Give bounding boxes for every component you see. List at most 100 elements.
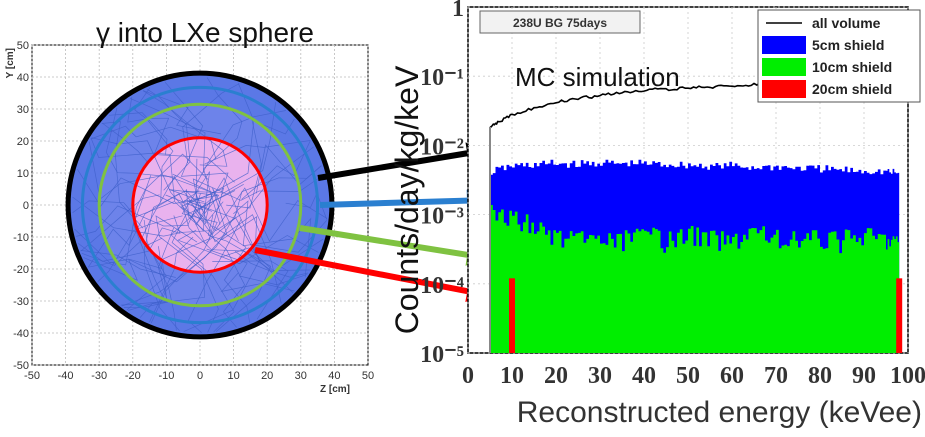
left-x-tick-label: -30: [91, 370, 107, 382]
gamma-track: [127, 187, 225, 311]
legend-swatch: [762, 58, 806, 76]
right-x-tick-label: 70: [764, 363, 788, 389]
left-y-tick-label: 30: [17, 104, 29, 116]
right-x-tick-label: 30: [588, 363, 612, 389]
left-y-tick-label: -40: [13, 328, 29, 340]
left-x-tick-label: 20: [261, 370, 273, 382]
gamma-track: [127, 97, 235, 183]
left-y-tick-label: -10: [13, 232, 29, 244]
left-y-tick-label: -20: [13, 264, 29, 276]
left-y-tick-label: 40: [17, 72, 29, 84]
gamma-track: [90, 125, 217, 160]
series-20cm-shield-bar: [896, 278, 903, 353]
lxe-sphere-panel: -50 -40 -30 -20 -10 0 10 20 30 40 50 50 40 30 20 10 0 -10…: [5, 17, 374, 395]
right-tick-labels: 0 10 20 30 40 50 60 70 80 90 100 1 10⁻¹ 10⁻² 10⁻³ 10⁻⁴ 1…: [420, 0, 925, 389]
gamma-track: [234, 250, 309, 278]
gamma-track: [188, 83, 255, 202]
inner-fiducial-disk: [132, 137, 268, 273]
gamma-track: [149, 236, 194, 323]
right-x-tick-label: 0: [462, 363, 474, 389]
gamma-track: [226, 118, 295, 209]
arrow-20cm-shield-shaft: [254, 247, 468, 295]
gamma-track: [76, 158, 198, 237]
legend-label: all volume: [812, 15, 881, 31]
gamma-track: [204, 140, 311, 165]
gamma-track: [139, 197, 213, 318]
gamma-track: [182, 83, 240, 163]
gamma-track: [172, 173, 294, 293]
left-x-tick-label: 40: [328, 370, 340, 382]
arrow-5cm-shield-shaft: [319, 197, 468, 208]
gamma-track: [206, 248, 308, 286]
gamma-track: [190, 146, 314, 232]
gamma-track: [80, 250, 176, 278]
legend-swatch: [762, 80, 806, 98]
gamma-track: [194, 183, 328, 242]
right-x-axis-label: Reconstructed energy (keVee): [517, 396, 922, 429]
arrow-all-volume-shaft: [317, 150, 468, 181]
gamma-track: [74, 153, 209, 266]
right-y-tick-label: 10⁻⁵: [420, 342, 464, 368]
legend-swatch: [762, 36, 806, 54]
gamma-track: [220, 272, 295, 292]
run-label: 238U BG 75days: [513, 16, 607, 30]
left-x-tick-label: -10: [158, 370, 174, 382]
left-tick-labels: -50 -40 -30 -20 -10 0 10 20 30 40 50 50 40 30 20 10 0 -10…: [13, 40, 374, 382]
left-x-axis-label: Z [cm]: [320, 384, 350, 395]
sphere-circles: [65, 70, 335, 340]
gamma-track: [150, 171, 218, 324]
left-x-tick-label: 50: [362, 370, 374, 382]
left-y-axis-label: Y [cm]: [5, 48, 16, 78]
left-title: γ into LXe sphere: [96, 17, 314, 48]
left-x-tick-label: -20: [125, 370, 141, 382]
arrow-10cm-shield-shaft: [299, 225, 468, 258]
right-x-tick-label: 20: [544, 363, 568, 389]
mc-simulation-annotation: MC simulation: [515, 62, 680, 92]
gamma-track: [187, 219, 242, 333]
gamma-track: [195, 110, 286, 186]
gamma-track: [187, 165, 322, 219]
gamma-track: [101, 122, 149, 164]
left-y-tick-label: -50: [13, 360, 29, 372]
right-y-tick-label: 10⁻²: [420, 134, 464, 160]
gamma-track: [155, 215, 219, 333]
left-x-tick-label: 0: [197, 370, 203, 382]
legend-label: 10cm shield: [812, 59, 892, 75]
background-spectrum-panel: 0 10 20 30 40 50 60 70 80 90 100 1 10⁻¹ 10⁻² 10⁻³ 10⁻⁴ 1…: [389, 0, 925, 429]
right-x-tick-label: 80: [808, 363, 832, 389]
legend-label: 20cm shield: [812, 81, 892, 97]
gamma-track: [126, 190, 204, 311]
left-y-tick-label: -30: [13, 296, 29, 308]
right-x-tick-label: 50: [676, 363, 700, 389]
gamma-track: [72, 200, 195, 221]
gamma-track: [177, 229, 319, 265]
right-y-axis-label: Counts/day/kg/keV: [389, 65, 425, 334]
radius-35cm-ring: [80, 85, 320, 325]
left-y-tick-label: 10: [17, 168, 29, 180]
radius-20cm-ring: [131, 136, 269, 274]
gamma-track: [220, 102, 277, 195]
gamma-track: [144, 237, 180, 332]
series-20cm-shield-bar: [509, 278, 515, 353]
spectrum-marks: [489, 73, 903, 353]
gamma-tracks: [72, 77, 328, 333]
gamma-track: [143, 90, 222, 135]
left-x-tick-label: 10: [227, 370, 239, 382]
gamma-track: [220, 247, 310, 271]
gamma-track: [171, 190, 236, 333]
left-y-tick-label: 50: [17, 40, 29, 52]
left-x-tick-label: -50: [24, 370, 40, 382]
right-x-tick-label: 100: [890, 363, 925, 389]
right-x-tick-label: 90: [852, 363, 876, 389]
gamma-track: [241, 140, 311, 200]
left-y-tick-label: 0: [23, 200, 29, 212]
gamma-track: [105, 108, 205, 223]
right-x-tick-label: 10: [500, 363, 524, 389]
gamma-track: [203, 77, 243, 225]
right-y-tick-label: 10⁻⁴: [420, 273, 464, 299]
run-label-box: [479, 10, 641, 34]
gamma-track: [192, 174, 325, 218]
right-x-tick-label: 60: [720, 363, 744, 389]
right-x-tick-label: 40: [632, 363, 656, 389]
